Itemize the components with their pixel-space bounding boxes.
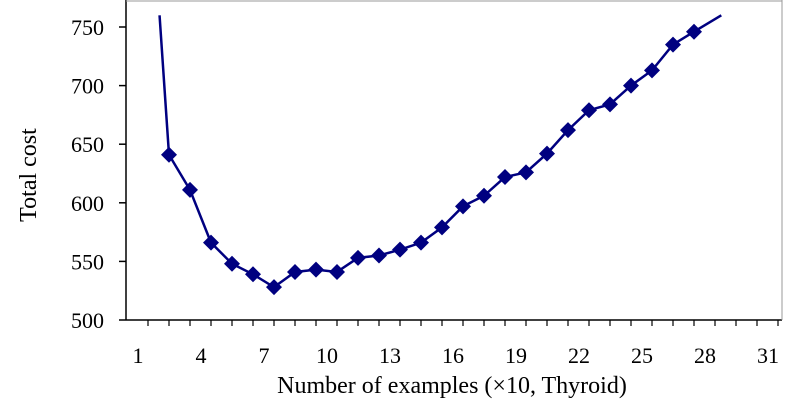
data-point (623, 77, 639, 94)
data-point (497, 169, 513, 186)
x-tick-label: 16 (442, 343, 464, 368)
data-point (245, 266, 261, 283)
x-tick-labels: 1 4 7 10 13 16 19 22 25 28 31 (133, 343, 780, 368)
y-tick-label: 700 (71, 74, 104, 99)
axes (119, 0, 783, 326)
x-tick-label: 28 (694, 343, 716, 368)
data-point (329, 263, 345, 280)
data-point (581, 102, 597, 119)
data-point (161, 146, 177, 163)
y-tick-label: 600 (71, 191, 104, 216)
data-point (476, 187, 492, 204)
data-point (308, 261, 324, 278)
series-line (158, 14, 722, 289)
x-tick-label: 31 (757, 343, 779, 368)
data-point (392, 241, 408, 258)
x-tick-label: 1 (133, 343, 144, 368)
y-tick-labels: 500 550 600 650 700 750 (71, 15, 104, 333)
x-tick-label: 25 (631, 343, 653, 368)
y-tick-label: 650 (71, 132, 104, 157)
data-point (371, 247, 387, 264)
data-point (224, 255, 240, 272)
x-tick-label: 22 (568, 343, 590, 368)
data-point (644, 62, 660, 79)
y-axis-label: Total cost (16, 128, 42, 222)
x-tick-label: 10 (316, 343, 338, 368)
x-tick-label: 4 (196, 343, 207, 368)
data-point (287, 263, 303, 280)
x-tick-label: 19 (505, 343, 527, 368)
data-point (455, 198, 471, 215)
data-point (203, 234, 219, 251)
x-axis-label: Number of examples (×10, Thyroid) (277, 373, 627, 399)
x-tick-label: 7 (259, 343, 270, 368)
data-point (182, 181, 198, 198)
data-point (602, 96, 618, 113)
data-point (665, 36, 681, 53)
y-tick-label: 550 (71, 249, 104, 274)
data-point (413, 234, 429, 251)
y-tick-label: 500 (71, 308, 104, 333)
data-point (434, 219, 450, 236)
x-tick-label: 13 (379, 343, 401, 368)
data-point (686, 23, 702, 40)
plot-area (158, 14, 722, 296)
data-point (539, 145, 555, 162)
data-point (266, 279, 282, 296)
data-point (560, 122, 576, 139)
data-point (518, 164, 534, 181)
y-tick-label: 750 (71, 15, 104, 40)
data-point (350, 249, 366, 266)
